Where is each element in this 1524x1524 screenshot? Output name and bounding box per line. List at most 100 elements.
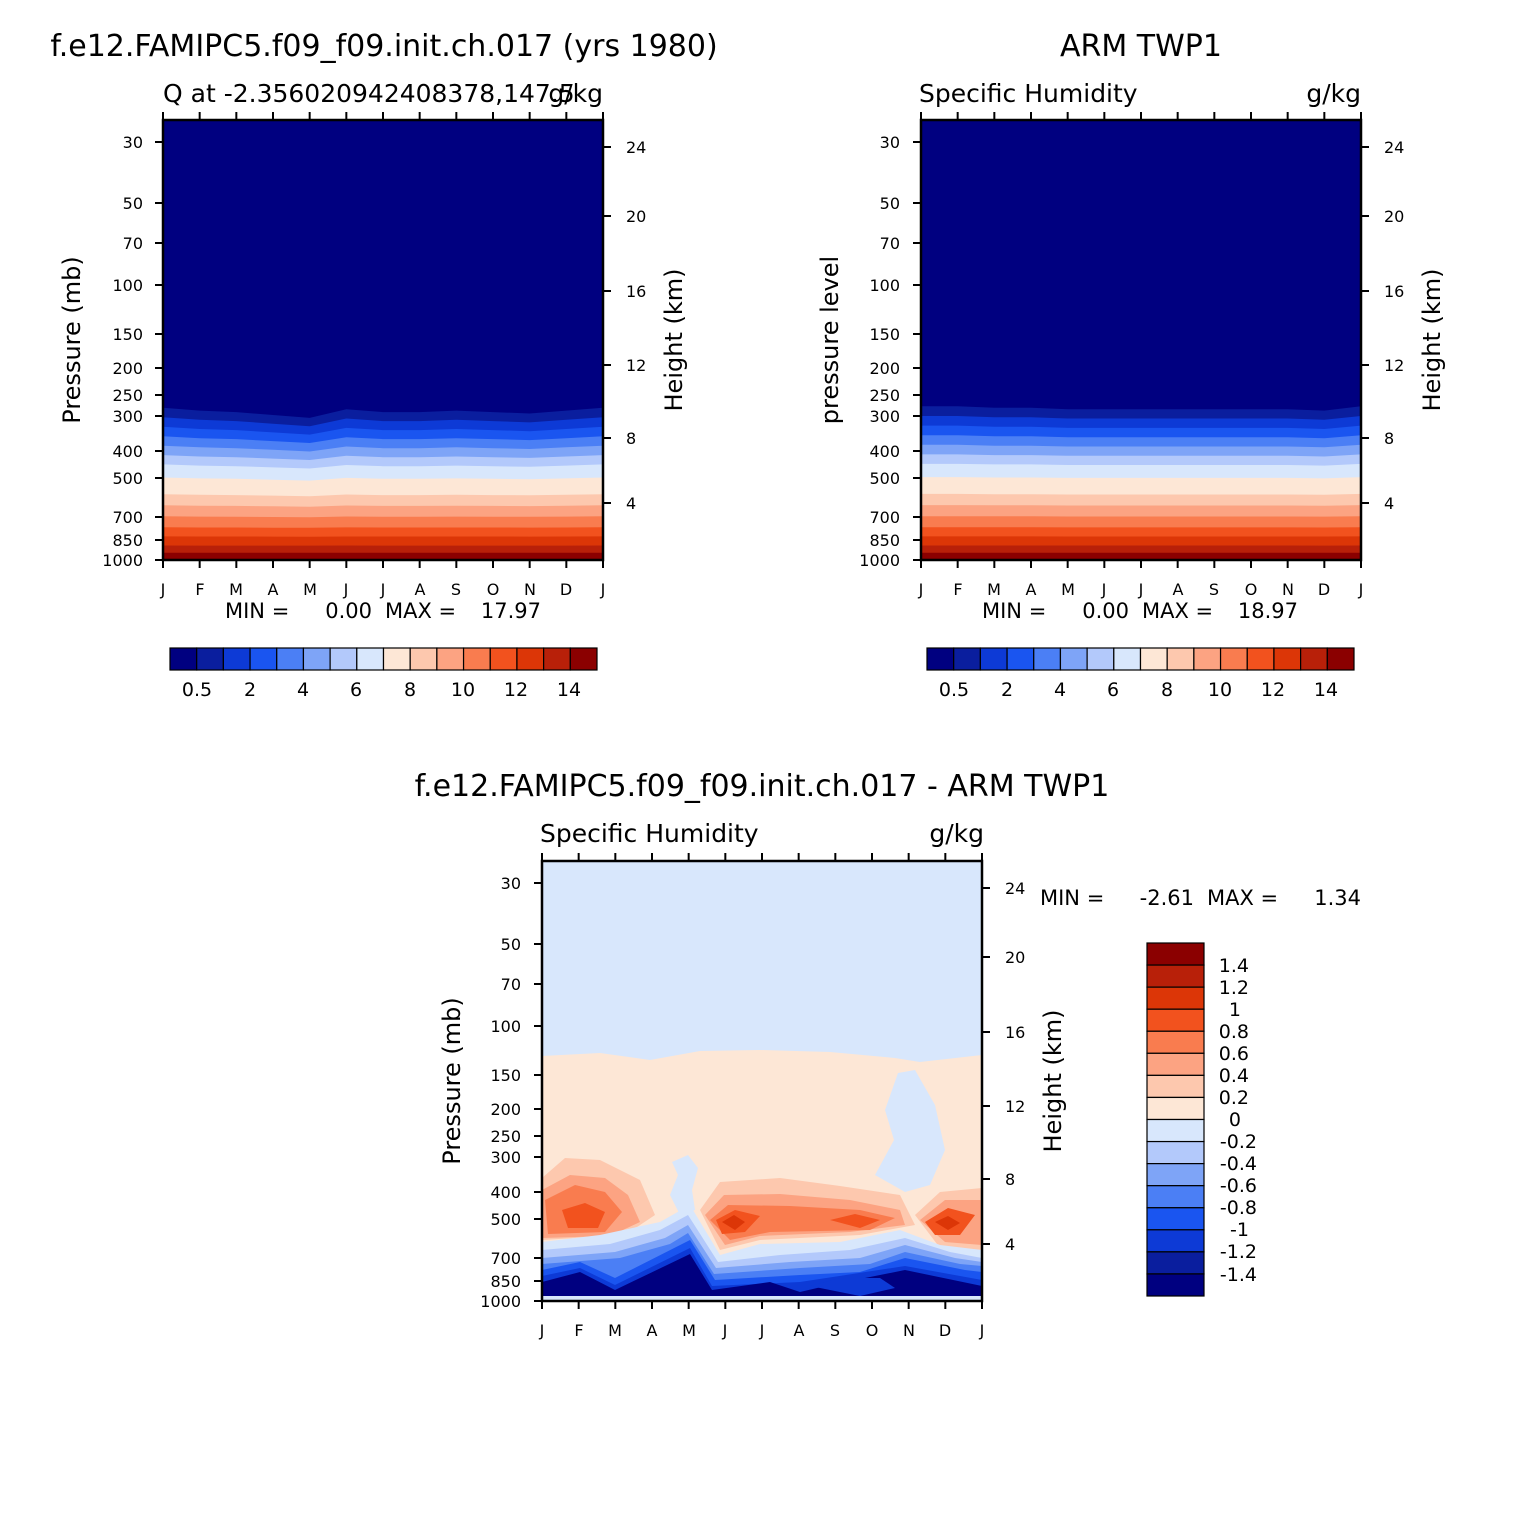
colorbar-swatch (1033, 647, 1062, 671)
panel-obs-title: ARM TWP1 (1060, 29, 1222, 64)
y-tick-label: 700 (490, 1249, 521, 1268)
colorbar-label: 0.5 (182, 679, 212, 701)
y-tick-label: 850 (869, 531, 900, 550)
y-tick-label: 200 (869, 359, 900, 378)
colorbar-swatch (1146, 1251, 1205, 1275)
y-tick-label: 300 (490, 1148, 521, 1167)
panel-obs-ylabel: pressure level (816, 256, 844, 424)
colorbar-label: 4 (1054, 679, 1066, 701)
height-tick-label: 20 (1005, 948, 1025, 967)
y-tick-label: 400 (490, 1183, 521, 1202)
y-tick-label: 500 (869, 469, 900, 488)
panel-diff-min-value: -2.61 (1140, 886, 1194, 910)
panel-model-left-string: Q at -2.356020942408378,147.5 (163, 79, 575, 108)
colorbar-swatch (169, 647, 198, 671)
x-tick-label: A (647, 1321, 658, 1340)
y-tick-label: 200 (490, 1100, 521, 1119)
y-tick-label: 100 (490, 1017, 521, 1036)
panel-diff: f.e12.FAMIPC5.f09_f09.init.ch.017 - ARM … (415, 769, 1361, 1340)
x-tick-label: J (160, 580, 166, 599)
colorbar-swatch (1146, 1185, 1205, 1209)
colorbar-label: 6 (1107, 679, 1119, 701)
x-tick-label: J (722, 1321, 728, 1340)
x-tick-label: A (268, 580, 279, 599)
colorbar-swatch (382, 647, 411, 671)
colorbar-swatch (1146, 1118, 1205, 1143)
colorbar-label: 0.8 (1219, 1021, 1249, 1043)
y-tick-label: 400 (869, 442, 900, 461)
height-tick-label: 12 (1384, 356, 1404, 375)
colorbar-swatch (302, 647, 331, 671)
colorbar-label: 1.4 (1219, 955, 1249, 977)
panel-model-max-value: 17.97 (481, 599, 541, 623)
diff-positive-max-dec (935, 1216, 960, 1230)
colorbar-label: 10 (451, 679, 475, 701)
colorbar-swatch (543, 647, 571, 671)
colorbar-label: 0 (1229, 1109, 1241, 1131)
panel-diff-max-value: 1.34 (1314, 886, 1361, 910)
y-tick-label: 30 (123, 133, 143, 152)
diff-negative-1.2-patch (810, 1278, 895, 1296)
colorbar-swatch (1219, 647, 1248, 671)
colorbar-swatch (1146, 1163, 1205, 1187)
height-tick-label: 16 (1005, 1023, 1025, 1042)
panel-obs-colorbar-labels: 0.5 2 4 6 8 10 12 14 (939, 679, 1338, 701)
x-tick-label: J (1358, 580, 1364, 599)
panel-model-pressure-ticks: 30 50 70 100 150 200 250 300 400 500 700… (102, 133, 143, 570)
panel-diff-left-string: Specific Humidity (540, 819, 759, 848)
colorbar-swatch (1146, 942, 1205, 966)
y-tick-label: 250 (112, 386, 143, 405)
x-tick-label: M (987, 580, 1001, 599)
x-tick-label: A (794, 1321, 805, 1340)
x-tick-label: O (487, 580, 500, 599)
y-tick-label: 150 (112, 325, 143, 344)
height-tick-label: 20 (1384, 207, 1404, 226)
x-tick-label: D (1318, 580, 1330, 599)
colorbar-swatch (953, 647, 981, 671)
y-tick-label: 70 (880, 234, 900, 253)
panel-diff-month-ticks: J F M A M J J A S O N D J (539, 1321, 985, 1340)
panel-model-ylabel: Pressure (mb) (58, 256, 86, 423)
colorbar-swatch (1246, 647, 1275, 671)
panel-model: f.e12.FAMIPC5.f09_f09.init.ch.017 (yrs 1… (50, 29, 717, 701)
y-tick-label: 850 (112, 531, 143, 550)
height-tick-label: 20 (626, 207, 646, 226)
contour-layer-15 (921, 552, 1361, 560)
x-tick-label: J (1101, 580, 1107, 599)
x-tick-label: D (560, 580, 572, 599)
colorbar-label: 4 (297, 679, 309, 701)
panel-diff-field (542, 861, 982, 1301)
panel-obs-pressure-ticks: 30 50 70 100 150 200 250 300 400 500 700… (859, 133, 900, 570)
colorbar-swatch (489, 647, 518, 671)
x-tick-label: F (195, 580, 204, 599)
height-tick-label: 4 (626, 494, 636, 513)
diff-positive-0.6-mid (710, 1205, 895, 1240)
y-tick-label: 250 (490, 1127, 521, 1146)
x-tick-label: F (953, 580, 962, 599)
y-tick-label: 850 (490, 1272, 521, 1291)
height-tick-label: 4 (1384, 494, 1394, 513)
colorbar-swatch (1146, 1052, 1205, 1076)
y-tick-label: 1000 (102, 551, 143, 570)
colorbar-label: 10 (1208, 679, 1232, 701)
y-tick-label: 150 (869, 325, 900, 344)
y-tick-label: 300 (112, 407, 143, 426)
colorbar-swatch (1146, 964, 1205, 988)
x-tick-label: M (1061, 580, 1075, 599)
panel-model-colorbar (169, 647, 598, 671)
panel-obs: ARM TWP1 Specific Humidity g/kg 30 50 70… (816, 29, 1446, 701)
y-tick-label: 100 (112, 276, 143, 295)
panel-obs-field (921, 120, 1361, 560)
x-tick-label: M (229, 580, 243, 599)
panel-diff-colorbar (1146, 942, 1205, 1297)
colorbar-label: 8 (1161, 679, 1173, 701)
panel-obs-height-ticks: 24 20 16 12 8 4 (1384, 138, 1404, 513)
height-tick-label: 8 (1005, 1170, 1015, 1189)
colorbar-swatch (1326, 647, 1355, 671)
panel-obs-min-label: MIN = (982, 599, 1046, 623)
x-tick-label: N (524, 580, 536, 599)
colorbar-label: 2 (244, 679, 256, 701)
colorbar-label: 6 (350, 679, 362, 701)
y-tick-label: 70 (501, 975, 521, 994)
panel-obs-left-string: Specific Humidity (919, 79, 1138, 108)
